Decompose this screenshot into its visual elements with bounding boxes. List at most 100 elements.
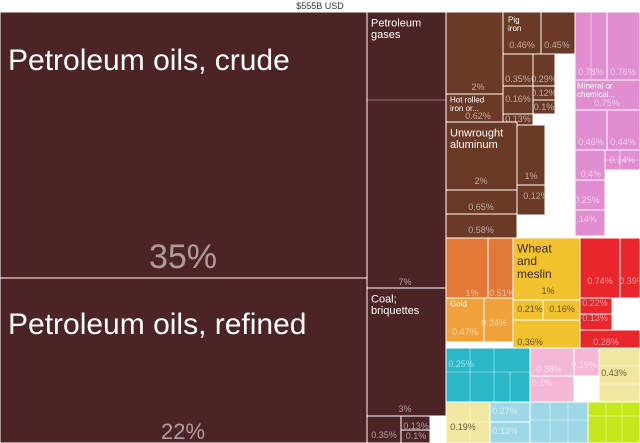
tile-share: 0.36%: [517, 337, 543, 347]
tile-share: 2%: [474, 176, 487, 186]
tile-share: 0.62%: [465, 111, 491, 121]
treemap-tile-mineral-products-6: 0.1%: [400, 429, 431, 443]
tile-share: 35%: [149, 238, 217, 276]
tile-share: 1%: [524, 171, 537, 181]
treemap-tile-metals-7: 2%: [445, 12, 504, 95]
tile-share: 0.4%: [581, 169, 602, 179]
treemap-tile-vegetable-products-38: 0.36%: [512, 319, 581, 349]
treemap-tile-machines-39: 0.74%: [579, 237, 621, 299]
treemap-tile-metals-10: 0.35%: [502, 53, 534, 87]
treemap-tile-vegetable-products-36: 0.21%: [512, 299, 544, 321]
treemap-tile-instruments-51: 0.13%: [489, 421, 531, 443]
treemap-tile-metals-15: 0.1%: [532, 99, 556, 115]
treemap-rect: [445, 297, 485, 343]
tile-share: 0.14%: [609, 155, 635, 165]
tile-share: 0.1%: [532, 378, 553, 388]
treemap-tile-chemicals-30: 0.14%: [571, 209, 606, 237]
tile-label: Hot rolled iron or...: [450, 95, 484, 112]
treemap-tile-petroleum-oils-refined: Petroleum oils, refined 22%: [0, 277, 368, 443]
treemap-tile-machines-40: 0.39%: [619, 237, 640, 299]
tile-share: 0.29%: [531, 74, 557, 84]
tile-share: 0.51%: [489, 288, 515, 298]
tile-share: 0.74%: [587, 276, 613, 286]
treemap-rect: [512, 319, 581, 349]
tile-label: Unwrought aluminum: [450, 128, 503, 152]
tile-share: 0.35%: [505, 74, 531, 84]
tile-share: 0.75%: [594, 98, 620, 108]
tile-label: Wheat and meslin: [517, 242, 552, 281]
tile-share: 0.16%: [549, 304, 575, 314]
treemap-tile-pig-iron: Pig iron 0.46%: [502, 12, 542, 55]
tile-share: 0.16%: [505, 94, 531, 104]
tile-share: 0.46%: [578, 137, 604, 147]
treemap-tile-chemicals-27: 0.4%: [574, 149, 606, 181]
tile-share: 0.39%: [619, 276, 640, 286]
treemap-tile-precious-metals-34: 0.24%: [481, 297, 514, 343]
tile-share: 0.22%: [582, 298, 608, 308]
tile-share: 0.19%: [450, 422, 476, 432]
tile-share: 0.65%: [468, 202, 494, 212]
tile-share: 0.27%: [492, 406, 518, 416]
treemap-rect: [587, 401, 640, 443]
tile-share: 2%: [471, 82, 484, 92]
treemap-tile-metals-11: 0.29%: [531, 53, 557, 87]
tile-share: 0.76%: [610, 67, 636, 77]
treemap-rect: [579, 237, 621, 299]
treemap-tile-metals-19: 0.65%: [445, 189, 518, 215]
tile-share: 0.25%: [448, 359, 474, 369]
tile-share: 0.12%: [523, 191, 549, 201]
treemap-rect: [598, 347, 640, 403]
tile-share: 0.1%: [534, 102, 555, 112]
tile-share: 0.13%: [492, 426, 518, 436]
chart-title: $555B USD: [296, 1, 344, 11]
treemap-tile-unwrought-aluminum: Unwrought aluminum 2%: [445, 121, 518, 191]
tile-share: 0.13%: [582, 313, 608, 323]
treemap-rect: [400, 429, 431, 443]
tile-share: 0.46%: [509, 40, 535, 50]
tile-share: 0.43%: [601, 368, 627, 378]
treemap-tile-instruments-52: [529, 401, 589, 443]
treemap-rect: [529, 375, 575, 403]
tile-share: 1%: [541, 286, 554, 296]
tile-share: 0.1%: [406, 431, 427, 441]
treemap-tile-metals-20: 0.58%: [445, 213, 518, 239]
treemap-tile-transportation-49: 0.19%: [445, 401, 491, 443]
treemap-tile-mineral-or-chemical: Mineral or chemical...0.75%: [574, 79, 640, 111]
treemap-rect: [574, 179, 606, 211]
tile-share: 1%: [465, 288, 478, 298]
treemap-tile-hot-rolled-iron-or: Hot rolled iron or...0.62%: [445, 93, 504, 123]
tile-share: 0.19%: [571, 360, 597, 370]
treemap-rect: [574, 79, 640, 111]
treemap-tile-gold: Gold 0.47%: [445, 297, 485, 343]
tile-share: 0.28%: [593, 337, 619, 347]
treemap-tile-petroleum-gases: Petroleum gases 7%: [366, 12, 447, 293]
treemap-rect: [574, 109, 608, 151]
treemap-rect: [0, 12, 368, 279]
treemap-tile-chemicals-26: 0.44%: [606, 109, 640, 151]
treemap-rect: [529, 401, 589, 443]
treemap-rect: [502, 85, 534, 115]
treemap-rect: [532, 99, 556, 115]
treemap-tile-metals-14: 0.16%: [502, 85, 534, 115]
tile-label: Gold: [450, 299, 467, 308]
treemap-tile-plastics-rubber-47: 0.1%: [529, 375, 575, 403]
tile-label: Coal; briquettes: [371, 294, 420, 318]
treemap-rect: [0, 277, 368, 443]
tile-share: 0.24%: [481, 318, 507, 328]
treemap-tile-chemicals-23: 0.76%: [606, 12, 640, 81]
treemap-tile-metals-21: 0.12%: [516, 184, 549, 216]
treemap-tile-wheat-and-meslin: Wheat and meslin 1%: [512, 237, 581, 301]
treemap-rect: [445, 213, 518, 239]
treemap-rect: [445, 12, 504, 95]
treemap-tile-instruments-50: 0.27%: [489, 401, 531, 423]
treemap-rect: [445, 93, 504, 123]
treemap-tile-coal-briquettes: Coal; briquettes 3%: [366, 287, 447, 417]
tile-share: 3%: [398, 404, 411, 414]
tile-share: 0.12%: [531, 88, 557, 98]
tile-label: Petroleum oils, crude: [8, 44, 290, 77]
treemap-rect: [516, 184, 546, 216]
tile-share: 0.38%: [536, 364, 562, 374]
treemap-tile-machines-43: 0.28%: [579, 329, 640, 349]
treemap-rect: [573, 347, 600, 377]
tile-share: 0.58%: [468, 225, 494, 235]
